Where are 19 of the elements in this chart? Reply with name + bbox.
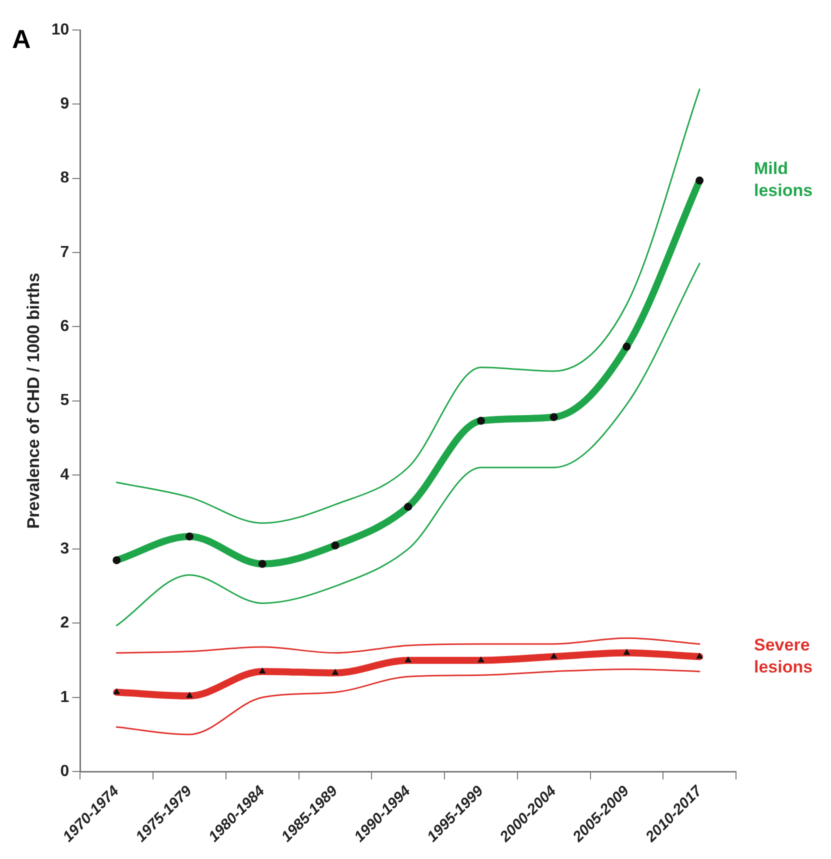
y-axis-title: Prevalence of CHD / 1000 births <box>24 272 43 529</box>
y-tick-label: 5 <box>60 392 70 410</box>
line-series <box>116 88 700 524</box>
y-tick-label: 10 <box>51 21 70 38</box>
text: Severe lesions <box>754 635 813 676</box>
line-series <box>116 637 700 654</box>
y-tick-label: 7 <box>60 244 70 261</box>
text: A <box>12 24 31 54</box>
y-tick-label: 1 <box>60 688 70 706</box>
y-tick-label: 6 <box>60 318 70 336</box>
y-tick-label: 0 <box>60 762 70 780</box>
y-tick-label: 3 <box>60 540 70 558</box>
y-tick-label: 8 <box>60 170 70 187</box>
y-tick-label: 9 <box>60 96 70 113</box>
line-series <box>116 262 700 626</box>
y-tick-label: 4 <box>60 466 70 484</box>
y-tick-label: 2 <box>60 614 70 632</box>
text: Mild lesions <box>754 159 813 200</box>
line-series <box>116 668 700 736</box>
